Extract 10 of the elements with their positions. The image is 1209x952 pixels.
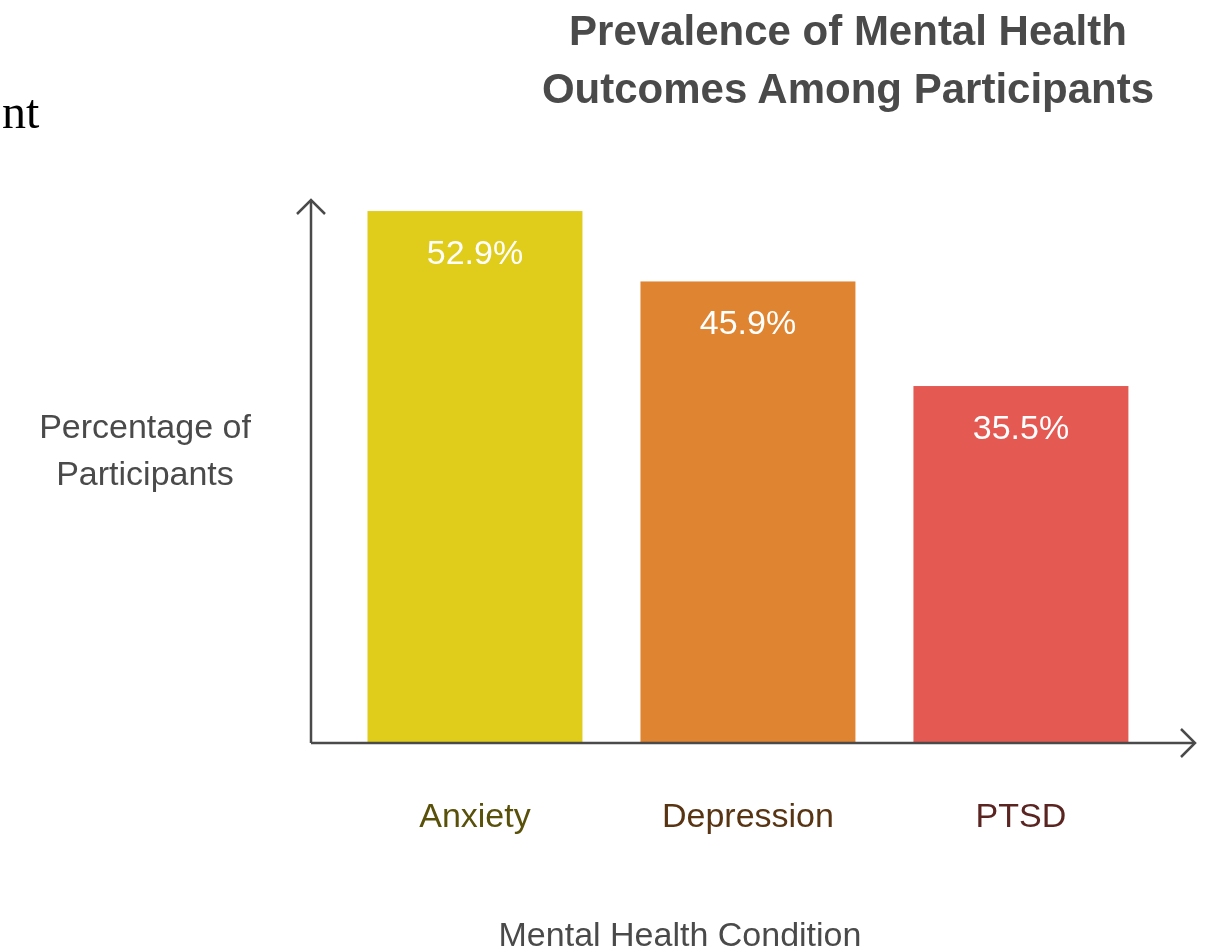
- data-label: 45.9%: [699, 303, 797, 342]
- data-label: 35.5%: [972, 408, 1070, 447]
- x-tick-label: Anxiety: [419, 796, 531, 834]
- chart-title: Prevalence of Mental Health Outcomes Among Participants: [541, 7, 1155, 112]
- text: nt: [2, 85, 40, 138]
- x-axis-title: Mental Health Condition: [498, 915, 862, 952]
- x-tick-label: PTSD: [975, 796, 1067, 834]
- x-tick-label: Depression: [661, 796, 834, 834]
- data-label: 52.9%: [426, 233, 524, 272]
- y-axis-title: Percentage of Participants: [39, 407, 252, 492]
